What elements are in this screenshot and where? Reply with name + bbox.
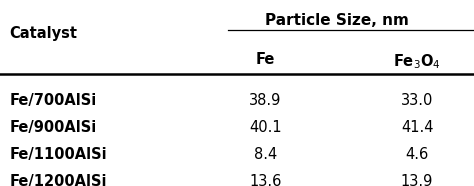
Text: 40.1: 40.1: [249, 120, 282, 135]
Text: Fe: Fe: [256, 52, 275, 67]
Text: 41.4: 41.4: [401, 120, 433, 135]
Text: Particle Size, nm: Particle Size, nm: [264, 13, 409, 28]
Text: 13.9: 13.9: [401, 174, 433, 186]
Text: 8.4: 8.4: [254, 147, 277, 162]
Text: Fe/700AlSi: Fe/700AlSi: [9, 93, 97, 108]
Text: 33.0: 33.0: [401, 93, 433, 108]
Text: 4.6: 4.6: [405, 147, 429, 162]
Text: Fe/900AlSi: Fe/900AlSi: [9, 120, 97, 135]
Text: 38.9: 38.9: [249, 93, 282, 108]
Text: 13.6: 13.6: [249, 174, 282, 186]
Text: Fe/1100AlSi: Fe/1100AlSi: [9, 147, 107, 162]
Text: Fe$_3$O$_4$: Fe$_3$O$_4$: [393, 52, 441, 71]
Text: Fe/1200AlSi: Fe/1200AlSi: [9, 174, 107, 186]
Text: Catalyst: Catalyst: [9, 26, 77, 41]
